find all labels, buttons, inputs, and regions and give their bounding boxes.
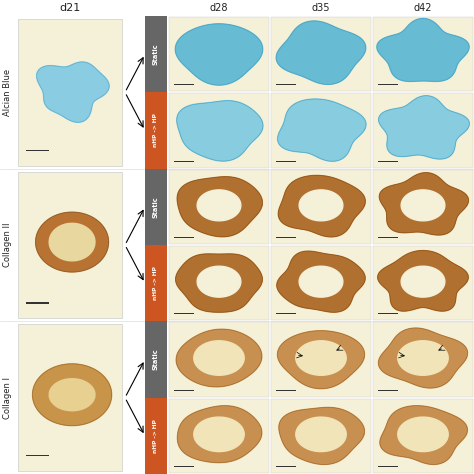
Bar <box>271 246 371 320</box>
Text: d21: d21 <box>59 3 81 13</box>
Bar <box>169 17 269 91</box>
Polygon shape <box>278 331 365 389</box>
Bar <box>271 17 371 91</box>
Polygon shape <box>194 417 244 452</box>
Bar <box>276 237 296 238</box>
Bar <box>174 84 194 85</box>
Text: Static: Static <box>153 43 159 65</box>
Polygon shape <box>401 190 445 221</box>
Bar <box>276 390 296 391</box>
Bar <box>169 322 269 397</box>
Bar <box>169 246 269 320</box>
Text: d28: d28 <box>210 3 228 13</box>
Polygon shape <box>197 266 241 297</box>
Polygon shape <box>277 251 365 312</box>
Polygon shape <box>33 364 111 426</box>
Bar <box>378 237 398 238</box>
Bar <box>373 399 473 473</box>
Polygon shape <box>401 266 445 297</box>
Polygon shape <box>379 328 467 388</box>
Bar <box>145 398 167 474</box>
Polygon shape <box>377 18 469 82</box>
Bar <box>378 390 398 391</box>
Bar <box>276 161 296 162</box>
Bar <box>27 149 49 151</box>
Text: Collagen II: Collagen II <box>3 223 12 267</box>
Bar <box>271 170 371 244</box>
Polygon shape <box>176 329 262 387</box>
Bar <box>373 246 473 320</box>
Bar <box>18 172 122 319</box>
Bar <box>271 399 371 473</box>
Bar <box>145 16 167 92</box>
Bar <box>276 313 296 314</box>
Bar <box>18 19 122 166</box>
Text: Static: Static <box>153 196 159 218</box>
Bar <box>373 17 473 91</box>
Polygon shape <box>378 251 468 311</box>
Text: d42: d42 <box>414 3 432 13</box>
Polygon shape <box>49 379 95 411</box>
Bar <box>373 322 473 397</box>
Polygon shape <box>278 175 365 237</box>
Text: Alcian Blue: Alcian Blue <box>3 69 12 116</box>
Bar <box>174 161 194 162</box>
Polygon shape <box>197 190 241 221</box>
Bar <box>145 321 167 398</box>
Polygon shape <box>36 212 109 272</box>
Bar <box>378 161 398 162</box>
Bar <box>145 92 167 169</box>
Bar <box>271 322 371 397</box>
Polygon shape <box>296 341 346 375</box>
Bar <box>145 245 167 321</box>
Bar <box>169 399 269 473</box>
Text: Static: Static <box>153 349 159 370</box>
Text: nHP -> HP: nHP -> HP <box>154 266 158 300</box>
Polygon shape <box>177 406 262 463</box>
Bar <box>373 93 473 168</box>
Text: d35: d35 <box>312 3 330 13</box>
Polygon shape <box>296 417 346 452</box>
Polygon shape <box>299 266 343 297</box>
Polygon shape <box>379 96 469 159</box>
Bar <box>271 93 371 168</box>
Bar <box>378 313 398 314</box>
Polygon shape <box>194 341 244 375</box>
Polygon shape <box>278 99 366 161</box>
Bar <box>18 324 122 471</box>
Polygon shape <box>175 24 263 85</box>
Polygon shape <box>276 21 366 84</box>
Polygon shape <box>299 190 343 221</box>
Bar <box>27 302 49 304</box>
Text: nHP -> HP: nHP -> HP <box>154 114 158 147</box>
Bar <box>27 455 49 456</box>
Bar <box>169 170 269 244</box>
Polygon shape <box>398 417 448 452</box>
Bar <box>378 84 398 85</box>
Polygon shape <box>380 406 467 465</box>
Polygon shape <box>279 408 365 465</box>
Polygon shape <box>176 254 262 312</box>
Polygon shape <box>177 177 262 237</box>
Bar <box>174 237 194 238</box>
Bar <box>378 466 398 467</box>
Bar <box>174 466 194 467</box>
Bar <box>169 93 269 168</box>
Bar <box>145 169 167 245</box>
Polygon shape <box>177 100 263 161</box>
Bar <box>174 313 194 314</box>
Polygon shape <box>379 173 468 235</box>
Polygon shape <box>398 341 448 375</box>
Bar <box>373 170 473 244</box>
Bar <box>174 390 194 391</box>
Bar <box>276 466 296 467</box>
Bar <box>276 84 296 85</box>
Polygon shape <box>36 62 109 122</box>
Text: nHP -> HP: nHP -> HP <box>154 419 158 453</box>
Polygon shape <box>49 223 95 261</box>
Text: Collagen I: Collagen I <box>3 377 12 419</box>
